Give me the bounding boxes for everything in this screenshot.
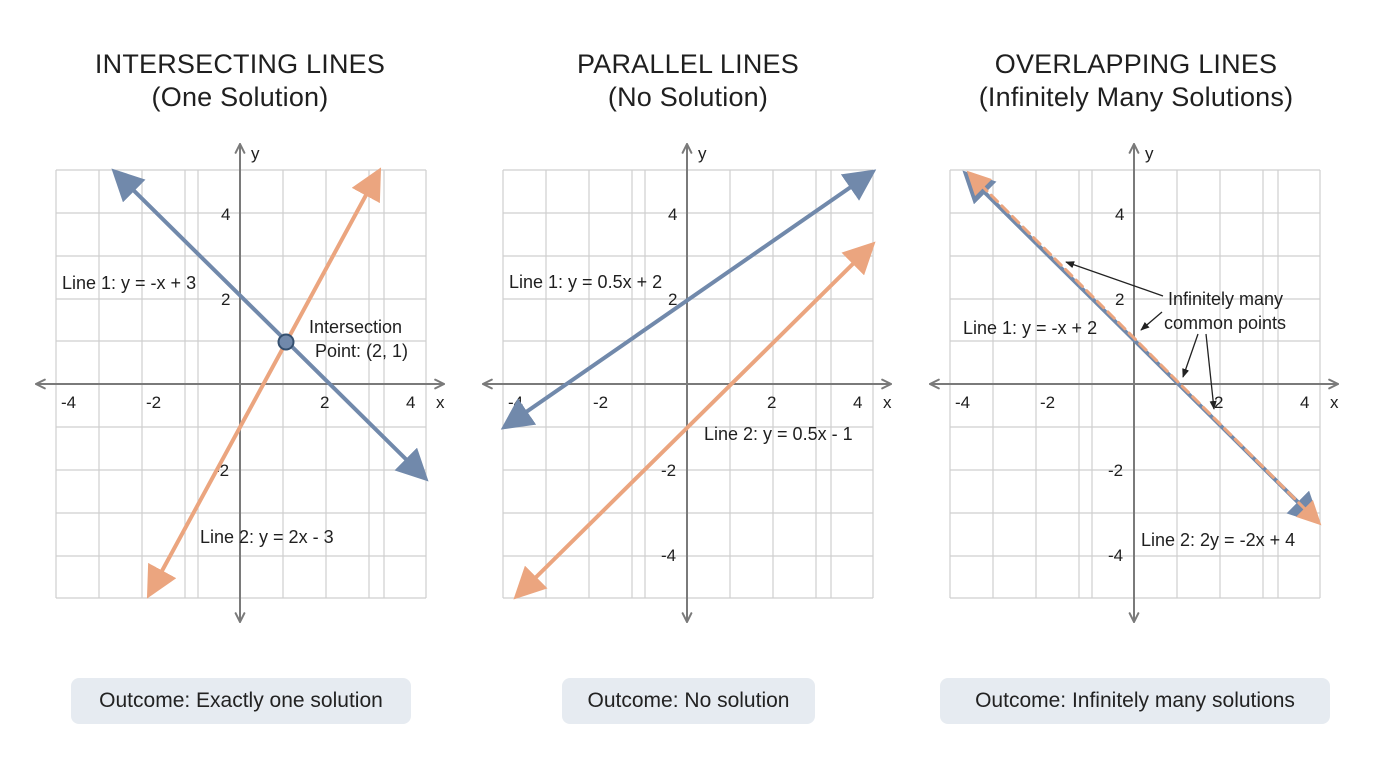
panel-3-title: OVERLAPPING LINES xyxy=(994,49,1278,79)
panel-3-x-tick: -4 xyxy=(955,393,970,412)
panel-1-line-2-label: Line 2: y = 2x - 3 xyxy=(200,527,334,547)
panel-3-y-tick: -4 xyxy=(1108,546,1123,565)
panel-1-annotation: Point: (2, 1) xyxy=(315,341,408,361)
panel-3-x-tick: -2 xyxy=(1040,393,1055,412)
panel-2-x-tick: 4 xyxy=(853,393,862,412)
panel-3-x-tick: 2 xyxy=(1214,393,1223,412)
panel-3-pointer-arrow xyxy=(1140,311,1163,331)
panel-3-pointer-arrow xyxy=(1065,261,1164,297)
panel-1-x-tick: -4 xyxy=(61,393,76,412)
panel-2-y-axis-label: y xyxy=(698,144,707,163)
panel-1-y-tick: 4 xyxy=(221,205,230,224)
panel-3-line-2 xyxy=(966,170,1322,526)
panel-3-pointer-arrow xyxy=(1182,333,1199,378)
panel-3-annotation: Infinitely many xyxy=(1168,289,1283,309)
panel-1-x-tick: -2 xyxy=(146,393,161,412)
panel-3-y-tick: 2 xyxy=(1115,290,1124,309)
panel-1-intersection-point xyxy=(277,333,295,351)
panel-3-subtitle: (Infinitely Many Solutions) xyxy=(978,82,1294,112)
panel-1-y-axis-label: y xyxy=(251,144,260,163)
panel-1-title: INTERSECTING LINES xyxy=(94,49,386,79)
panel-1-annotation: Intersection xyxy=(309,317,402,337)
panel-2-graph: x y -4 -2 2 4 4 2 -2 -4 Line 1: y = 0.5x… xyxy=(483,144,892,622)
panel-3-y-tick: -2 xyxy=(1108,461,1123,480)
panel-1-line-1-label: Line 1: y = -x + 3 xyxy=(62,273,196,293)
panel-2-y-tick: -2 xyxy=(661,461,676,480)
panel-2-y-tick: 4 xyxy=(668,205,677,224)
panel-2-x-tick: -4 xyxy=(508,393,523,412)
panel-1-x-tick: 4 xyxy=(406,393,415,412)
panel-2-line-2-label: Line 2: y = 0.5x - 1 xyxy=(704,424,853,444)
panel-3-y-tick: 4 xyxy=(1115,205,1124,224)
panel-3-annotation: common points xyxy=(1164,313,1286,333)
panel-2-y-tick: -4 xyxy=(661,546,676,565)
panel-1-y-tick: 2 xyxy=(221,290,230,309)
panel-2-x-axis-label: x xyxy=(883,393,892,412)
panel-3-outcome-badge: Outcome: Infinitely many solutions xyxy=(940,678,1330,724)
panel-3-pointer-arrow xyxy=(1205,333,1217,410)
panel-2-x-tick: -2 xyxy=(593,393,608,412)
panel-2-line-1-label: Line 1: y = 0.5x + 2 xyxy=(509,272,662,292)
panel-1-x-tick: 2 xyxy=(320,393,329,412)
panel-3-y-axis-label: y xyxy=(1145,144,1154,163)
panel-2-subtitle: (No Solution) xyxy=(607,82,769,112)
panel-1-title-block: INTERSECTING LINES (One Solution) xyxy=(30,48,450,114)
panel-1-outcome-badge: Outcome: Exactly one solution xyxy=(71,678,411,724)
panel-2-title-block: PARALLEL LINES (No Solution) xyxy=(478,48,898,114)
panel-2-outcome-badge: Outcome: No solution xyxy=(562,678,815,724)
panel-2-title: PARALLEL LINES xyxy=(577,49,799,79)
panel-3-line-1-label: Line 1: y = -x + 2 xyxy=(963,318,1097,338)
panel-2-x-tick: 2 xyxy=(767,393,776,412)
panel-1-subtitle: (One Solution) xyxy=(151,82,329,112)
panel-3-x-tick: 4 xyxy=(1300,393,1309,412)
panel-3-graph: x y -4 -2 2 4 4 2 -2 -4 Line 1: y = -x +… xyxy=(930,144,1339,622)
panel-3-title-block: OVERLAPPING LINES (Infinitely Many Solut… xyxy=(926,48,1346,114)
panel-1-graph: x y -4 -2 2 4 4 2 -2 Line 1: y = -x + 3 … xyxy=(36,144,445,622)
panel-1-x-axis-label: x xyxy=(436,393,445,412)
panel-3-x-axis-label: x xyxy=(1330,393,1339,412)
panel-1-line-2 xyxy=(146,167,382,599)
panel-2-line-2 xyxy=(513,241,876,600)
panel-3-line-2-label: Line 2: 2y = -2x + 4 xyxy=(1141,530,1295,550)
